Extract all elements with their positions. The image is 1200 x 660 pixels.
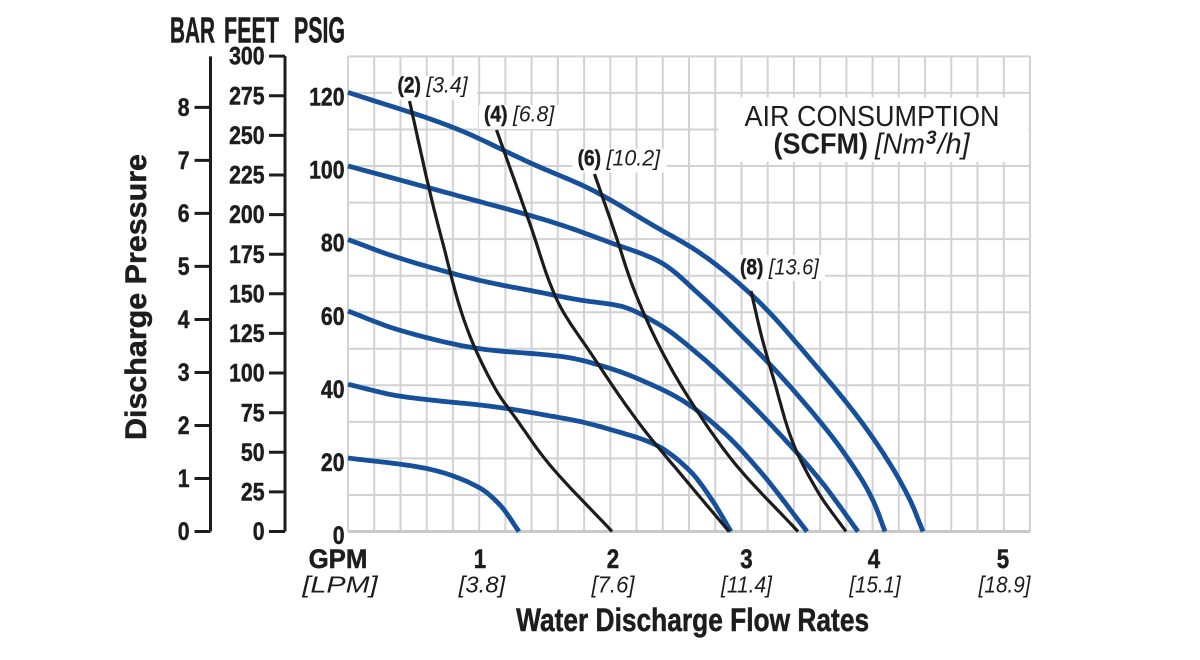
- svg-text:Water Discharge Flow Rates: Water Discharge Flow Rates: [516, 602, 869, 638]
- svg-text:300: 300: [229, 43, 264, 71]
- svg-text:[7.6]: [7.6]: [591, 572, 636, 598]
- svg-text:0: 0: [178, 518, 190, 546]
- svg-text:Discharge Pressure: Discharge Pressure: [120, 154, 153, 440]
- svg-text:100: 100: [229, 360, 264, 388]
- svg-text:2: 2: [607, 544, 619, 574]
- svg-text:120: 120: [309, 84, 344, 112]
- svg-text:FEET: FEET: [224, 10, 279, 51]
- svg-text:20: 20: [321, 449, 345, 477]
- svg-text:BAR: BAR: [170, 10, 215, 51]
- svg-text:175: 175: [229, 241, 264, 269]
- svg-text:[3.8]: [3.8]: [458, 572, 506, 598]
- svg-text:100: 100: [309, 157, 344, 185]
- svg-text:7: 7: [178, 147, 190, 175]
- svg-text:AIR CONSUMPTION: AIR CONSUMPTION: [745, 101, 1000, 133]
- svg-text:40: 40: [321, 376, 345, 404]
- svg-text:150: 150: [229, 280, 264, 308]
- svg-text:2: 2: [178, 412, 190, 440]
- svg-text:GPM: GPM: [309, 544, 368, 574]
- svg-text:60: 60: [321, 303, 345, 331]
- svg-text:[15.1]: [15.1]: [848, 572, 901, 598]
- svg-text:25: 25: [241, 479, 265, 507]
- svg-text:(8): (8): [740, 255, 763, 280]
- svg-text:80: 80: [321, 230, 345, 258]
- svg-text:3: 3: [740, 544, 752, 574]
- svg-text:[11.4]: [11.4]: [720, 572, 772, 598]
- svg-text:1: 1: [474, 544, 486, 574]
- svg-text:(SCFM)[Nm3/h]: (SCFM) [Nm3/h]: [774, 128, 971, 161]
- svg-text:[LPM]: [LPM]: [301, 572, 378, 598]
- svg-text:0: 0: [253, 518, 265, 546]
- svg-text:4: 4: [868, 544, 880, 574]
- svg-text:200: 200: [229, 201, 264, 229]
- svg-text:3: 3: [178, 359, 190, 387]
- svg-text:8: 8: [178, 94, 190, 122]
- svg-text:50: 50: [241, 439, 265, 467]
- svg-text:(6): (6): [578, 146, 601, 171]
- svg-text:(4): (4): [484, 102, 508, 127]
- svg-text:125: 125: [229, 320, 264, 348]
- svg-text:0: 0: [333, 522, 345, 550]
- svg-text:5: 5: [997, 544, 1009, 574]
- svg-text:250: 250: [229, 122, 264, 150]
- svg-text:225: 225: [229, 162, 264, 190]
- svg-text:275: 275: [229, 82, 264, 110]
- svg-text:75: 75: [241, 399, 265, 427]
- svg-text:6: 6: [178, 200, 190, 228]
- svg-text:[10.2]: [10.2]: [606, 146, 661, 171]
- svg-text:[6.8]: [6.8]: [512, 102, 555, 127]
- svg-text:5: 5: [178, 253, 190, 281]
- svg-text:4: 4: [178, 306, 190, 334]
- svg-text:PSIG: PSIG: [294, 10, 345, 51]
- svg-text:(2): (2): [398, 73, 421, 98]
- svg-text:[13.6]: [13.6]: [768, 255, 820, 280]
- svg-text:[3.4]: [3.4]: [425, 73, 468, 98]
- svg-text:[18.9]: [18.9]: [978, 572, 1031, 598]
- svg-text:1: 1: [178, 465, 190, 493]
